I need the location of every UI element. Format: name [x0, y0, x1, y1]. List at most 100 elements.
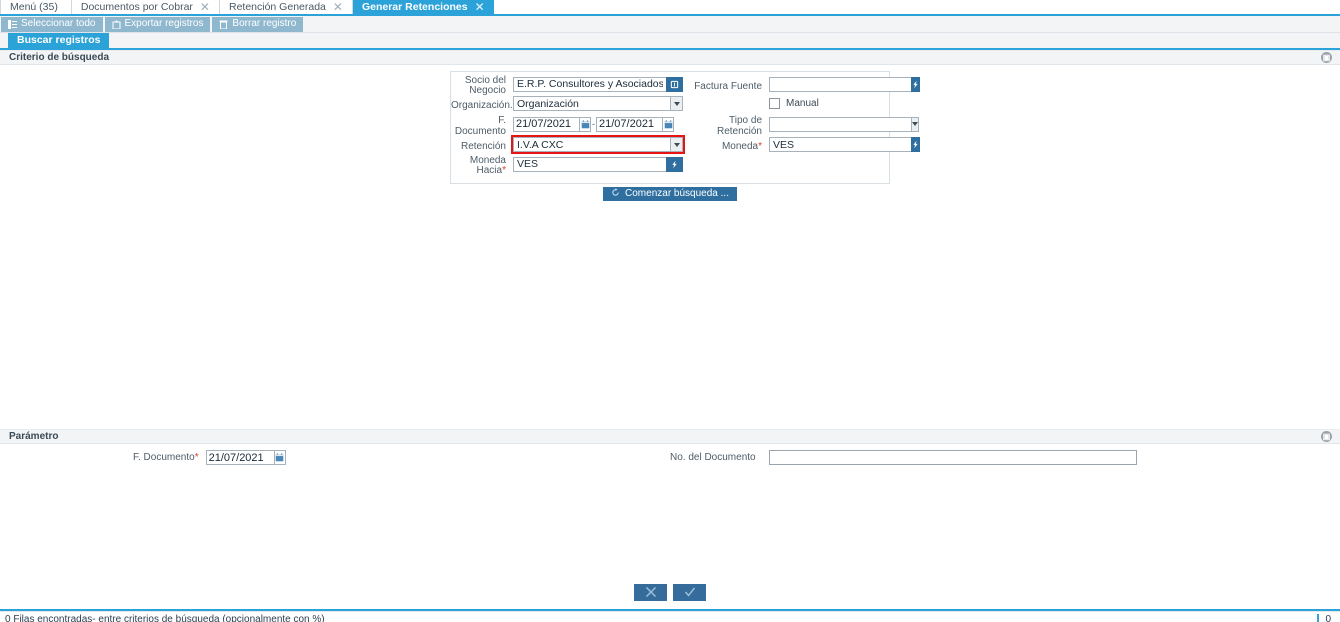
retencion-input[interactable] [513, 137, 670, 152]
param-no-documento-input[interactable] [768, 450, 1137, 465]
toolbar: Seleccionar todo Exportar registros Borr… [0, 16, 1340, 33]
moneda-label: Moneda* [721, 141, 762, 152]
required-marker: * [194, 452, 199, 463]
organizacion-label: Organización.* [451, 100, 517, 111]
param-f-documento-group: F. Documento* [0, 450, 670, 465]
retencion-highlight [511, 135, 685, 154]
calendar-icon[interactable] [273, 450, 286, 465]
lookup-icon[interactable] [666, 76, 683, 92]
socio-negocio-label: Socio del Negocio [464, 75, 506, 96]
organizacion-field [513, 96, 685, 115]
button-label: Borrar registro [232, 18, 297, 29]
status-message: 0 Filas encontradas- entre criterios de … [5, 614, 325, 622]
manual-field: Manual [769, 98, 885, 113]
manual-label: Manual [786, 98, 819, 109]
status-bar: 0 Filas encontradas- entre criterios de … [0, 611, 1340, 622]
exportar-registros-button[interactable]: Exportar registros [104, 16, 211, 32]
ok-button[interactable] [673, 583, 706, 601]
chevron-down-icon[interactable] [670, 137, 683, 152]
calendar-icon[interactable] [579, 116, 591, 132]
moneda-hacia-field [513, 156, 685, 176]
cancel-button[interactable] [634, 583, 667, 601]
date-range-separator: - [592, 119, 595, 129]
param-row: F. Documento* No. del Documento [0, 444, 1340, 465]
param-f-documento-field [205, 450, 286, 465]
seleccionar-todo-button[interactable]: Seleccionar todo [1, 16, 103, 32]
criteria-section-header: Criterio de búsqueda ▣ [0, 50, 1340, 65]
check-icon [684, 587, 695, 597]
param-no-documento-label: No. del Documento [670, 452, 756, 463]
moneda-hacia-label: Moneda Hacia* [451, 156, 513, 176]
action-button-row [0, 575, 1340, 611]
flash-icon[interactable] [911, 137, 920, 152]
trash-icon [219, 20, 228, 29]
flash-icon[interactable] [911, 76, 920, 92]
button-label: Seleccionar todo [21, 18, 96, 29]
param-f-documento-label: F. Documento* [133, 452, 199, 463]
tab-label: Generar Retenciones [361, 0, 468, 13]
tab-menu[interactable]: Menú (35) [0, 0, 72, 14]
f-documento-label: F. Documento [454, 115, 506, 137]
factura-fuente-field [769, 76, 920, 96]
flash-icon[interactable] [666, 156, 683, 172]
f-documento-to-input[interactable] [596, 116, 662, 132]
required-marker: * [758, 141, 762, 152]
retencion-label: Retención [460, 141, 506, 152]
close-icon[interactable]: ✕ [332, 0, 343, 14]
subtab-label: Buscar registros [17, 33, 101, 46]
chevron-down-icon[interactable] [911, 116, 919, 132]
moneda-field [769, 137, 920, 156]
close-icon [645, 586, 656, 598]
chevron-down-icon[interactable] [670, 96, 683, 111]
tipo-retencion-field [769, 116, 919, 136]
list-icon [8, 19, 17, 29]
button-label: Comenzar búsqueda ... [625, 188, 729, 199]
param-no-documento-group: No. del Documento [670, 450, 1340, 465]
tipo-retencion-input[interactable] [769, 116, 911, 132]
criteria-form-box: Socio del Negocio Factura Fuente [450, 71, 920, 184]
param-f-documento-input[interactable] [205, 450, 274, 465]
retencion-field [511, 135, 685, 156]
manual-checkbox[interactable] [769, 98, 780, 109]
close-icon[interactable]: ✕ [199, 0, 210, 14]
calendar-icon[interactable] [662, 116, 674, 132]
close-icon[interactable]: ✕ [474, 0, 485, 14]
section-title: Criterio de búsqueda [9, 52, 110, 63]
collapse-icon[interactable]: ▣ [1321, 52, 1332, 63]
organizacion-input[interactable] [513, 96, 670, 111]
param-section-header: Parámetro ▣ [0, 429, 1340, 444]
socio-negocio-field [513, 76, 685, 96]
tipo-retencion-label: Tipo de Retención [716, 115, 762, 137]
criteria-panel: Socio del Negocio Factura Fuente [0, 65, 1340, 429]
tab-documentos-por-cobrar[interactable]: Documentos por Cobrar ✕ [71, 0, 220, 14]
tab-generar-retenciones[interactable]: Generar Retenciones ✕ [352, 0, 494, 14]
f-documento-from-input[interactable] [513, 116, 579, 132]
tab-bar: Menú (35) Documentos por Cobrar ✕ Retenc… [0, 0, 1340, 16]
factura-fuente-input[interactable] [769, 76, 911, 92]
tab-label: Retención Generada [228, 0, 326, 13]
spacer-cell [769, 164, 885, 168]
tab-label: Documentos por Cobrar [80, 0, 193, 13]
section-title: Parámetro [9, 431, 59, 442]
criteria-grid: Socio del Negocio Factura Fuente [451, 72, 920, 176]
export-icon [112, 19, 121, 29]
moneda-hacia-label-line1: Moneda [469, 155, 506, 166]
f-documento-field: - [513, 116, 685, 136]
moneda-hacia-label-line2: Hacia [476, 165, 503, 176]
status-count: 0 [1317, 614, 1331, 622]
param-panel: F. Documento* No. del Documento [0, 444, 1340, 575]
tab-retencion-generada[interactable]: Retención Generada ✕ [219, 0, 353, 14]
socio-negocio-input[interactable] [513, 76, 666, 92]
subtab-bar: Buscar registros [0, 33, 1340, 50]
refresh-icon [611, 188, 620, 200]
moneda-input[interactable] [769, 137, 911, 152]
required-marker: * [502, 165, 506, 176]
collapse-icon[interactable]: ▣ [1321, 431, 1332, 442]
factura-fuente-label: Factura Fuente [694, 80, 762, 92]
moneda-hacia-input[interactable] [513, 156, 666, 172]
comenzar-busqueda-button[interactable]: Comenzar búsqueda ... [603, 187, 737, 201]
button-label: Exportar registros [124, 18, 204, 29]
borrar-registro-button[interactable]: Borrar registro [212, 16, 304, 32]
tab-label: Menú (35) [10, 0, 58, 13]
subtab-buscar-registros[interactable]: Buscar registros [8, 33, 110, 48]
